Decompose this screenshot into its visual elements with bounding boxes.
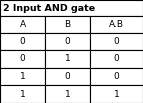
Text: 0: 0 [20,37,25,46]
Text: 0: 0 [65,72,70,81]
Bar [90,16,143,33]
Text: B: B [64,20,71,29]
Text: 0: 0 [114,37,119,46]
Text: A: A [19,20,26,29]
Bar [0,68,45,85]
Bar [90,85,143,103]
Text: 1: 1 [20,90,25,99]
Bar [0,50,45,68]
Text: 1: 1 [20,72,25,81]
Text: 1: 1 [114,90,119,99]
Bar [0,33,45,50]
Text: 1: 1 [65,90,70,99]
Bar [0,85,45,103]
Bar [45,85,90,103]
Bar [45,68,90,85]
Bar [0,16,45,33]
Text: 0: 0 [20,54,25,63]
Text: 0: 0 [65,37,70,46]
Bar [90,68,143,85]
Bar [90,50,143,68]
Bar [45,50,90,68]
Bar [45,33,90,50]
Text: 0: 0 [114,54,119,63]
Text: A.B: A.B [109,20,124,29]
Bar [45,16,90,33]
Text: 1: 1 [65,54,70,63]
Bar [90,33,143,50]
Text: 0: 0 [114,72,119,81]
Text: 2 Input AND gate: 2 Input AND gate [3,4,95,13]
Bar [0,0,143,16]
